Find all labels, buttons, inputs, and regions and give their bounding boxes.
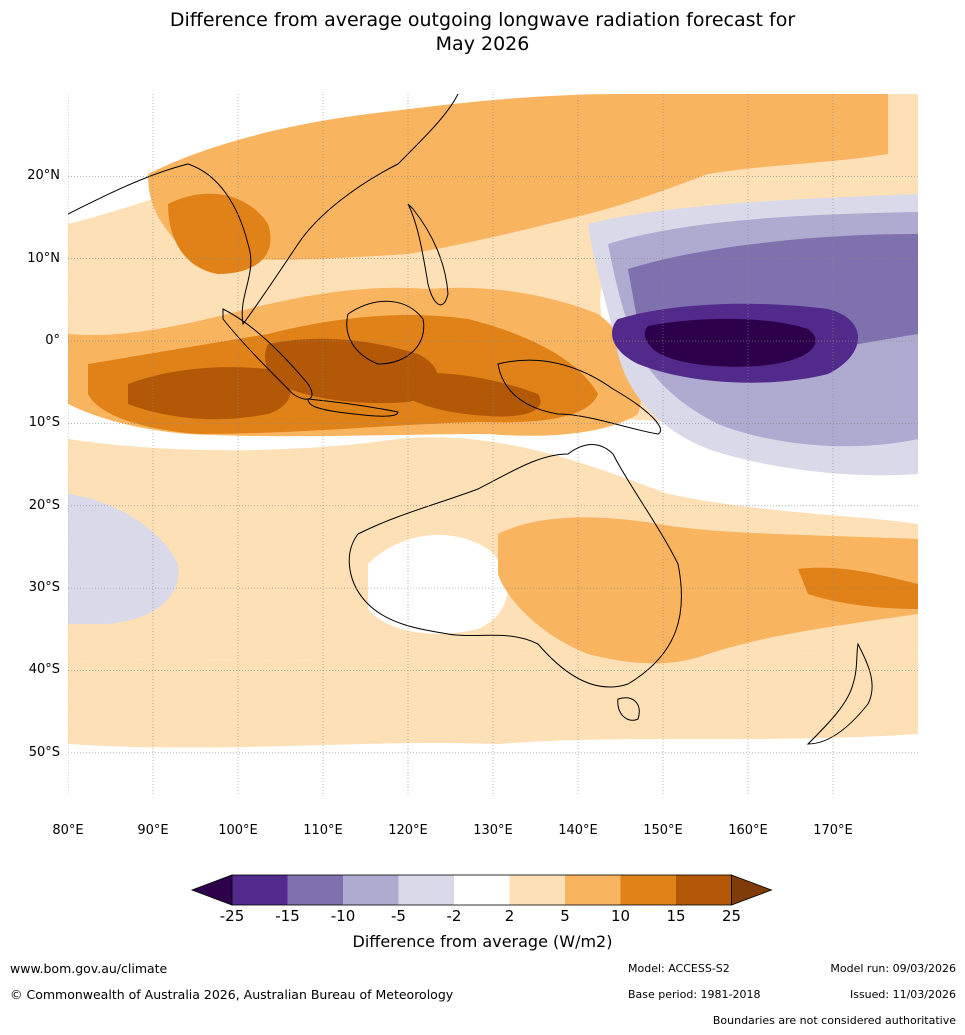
y-tick-label: 50°S — [28, 744, 60, 760]
colorbar-tick-label: 25 — [721, 907, 742, 925]
colorbar-tick-label: -2 — [446, 907, 462, 925]
colorbar-tick-label: 5 — [560, 907, 570, 925]
y-tick-label: 0° — [45, 333, 60, 349]
y-tick-label: 20°N — [27, 168, 60, 184]
colorbar — [190, 874, 773, 906]
colorbar-segment — [398, 875, 454, 905]
colorbar-segment — [620, 875, 676, 905]
anomaly-neutral-west-australia — [368, 534, 508, 634]
x-tick-label: 160°E — [728, 823, 768, 838]
x-tick-label: 150°E — [643, 823, 683, 838]
y-tick-label: 40°S — [28, 662, 60, 678]
colorbar-over-arrow — [731, 874, 773, 906]
x-tick-label: 90°E — [137, 823, 169, 838]
colorbar-tick-label: -15 — [275, 907, 300, 925]
new-zealand-coastline — [806, 642, 873, 745]
chart-title: Difference from average outgoing longwav… — [0, 8, 965, 56]
map-panel — [68, 94, 918, 794]
new-guinea-coastline — [497, 359, 661, 435]
anomaly-5-10-north — [148, 94, 888, 260]
x-tick-label: 140°E — [558, 823, 598, 838]
tasmania-coastline — [617, 697, 640, 721]
colorbar-segment — [565, 875, 621, 905]
title-line-2: May 2026 — [435, 33, 530, 55]
colorbar-segment — [287, 875, 343, 905]
x-tick-label: 100°E — [218, 823, 258, 838]
colorbar-tick-label: 15 — [666, 907, 686, 925]
borneo-coastline — [346, 300, 425, 365]
anomaly-10-15-east-australia — [798, 567, 918, 609]
website-link[interactable]: www.bom.gov.au/climate — [10, 961, 168, 976]
colorbar-under-arrow — [190, 874, 233, 906]
model-run-label: Model run: 09/03/2026 — [830, 962, 956, 975]
colorbar-segment — [232, 875, 288, 905]
colorbar-tick-label: -10 — [330, 907, 356, 925]
anomaly-2-5-south-band — [68, 649, 918, 748]
philippines-coastline — [407, 203, 449, 306]
model-label: Model: ACCESS-S2 — [628, 962, 730, 975]
copyright-text: © Commonwealth of Australia 2026, Austra… — [10, 987, 454, 1002]
y-tick-label: 10°S — [28, 415, 60, 431]
australia-coastline — [348, 444, 682, 688]
colorbar-border — [231, 874, 732, 906]
x-tick-label: 170°E — [813, 823, 853, 838]
colorbar-title: Difference from average (W/m2) — [352, 932, 613, 951]
base-period-label: Base period: 1981-2018 — [628, 988, 761, 1001]
colorbar-tick-label: -5 — [391, 907, 406, 925]
asia-mainland-coastline — [68, 94, 459, 326]
colorbar-segment — [454, 875, 510, 905]
colorbar-segment — [509, 875, 565, 905]
colorbar-tick-label: -25 — [219, 907, 245, 925]
anomaly-neg-2-5-indian-ocean — [68, 494, 179, 624]
colorbar-tick-label: 10 — [610, 907, 631, 925]
y-tick-label: 10°N — [27, 250, 60, 266]
anomaly-10-15-indochina — [168, 193, 271, 274]
x-tick-label: 80°E — [52, 823, 84, 838]
issued-label: Issued: 11/03/2026 — [849, 988, 956, 1001]
anomaly-5-10-east-australia — [498, 517, 918, 664]
y-tick-label: 20°S — [28, 497, 60, 513]
y-tick-label: 30°S — [28, 580, 60, 596]
colorbar-tick-label: 2 — [504, 907, 515, 925]
x-tick-label: 110°E — [303, 823, 343, 838]
anomaly-15-25-indonesia — [265, 338, 438, 404]
colorbar-segment — [343, 875, 399, 905]
colorbar-segment — [676, 875, 732, 905]
java-coastline — [307, 398, 399, 417]
anomaly-15-25-indian-ocean — [128, 367, 291, 420]
title-line-1: Difference from average outgoing longwav… — [169, 9, 796, 31]
x-tick-label: 120°E — [388, 823, 428, 838]
anomaly-neg-25-pacific — [644, 318, 816, 367]
boundaries-disclaimer: Boundaries are not considered authoritat… — [712, 1014, 956, 1027]
x-tick-label: 130°E — [473, 823, 513, 838]
graticule — [68, 94, 918, 794]
